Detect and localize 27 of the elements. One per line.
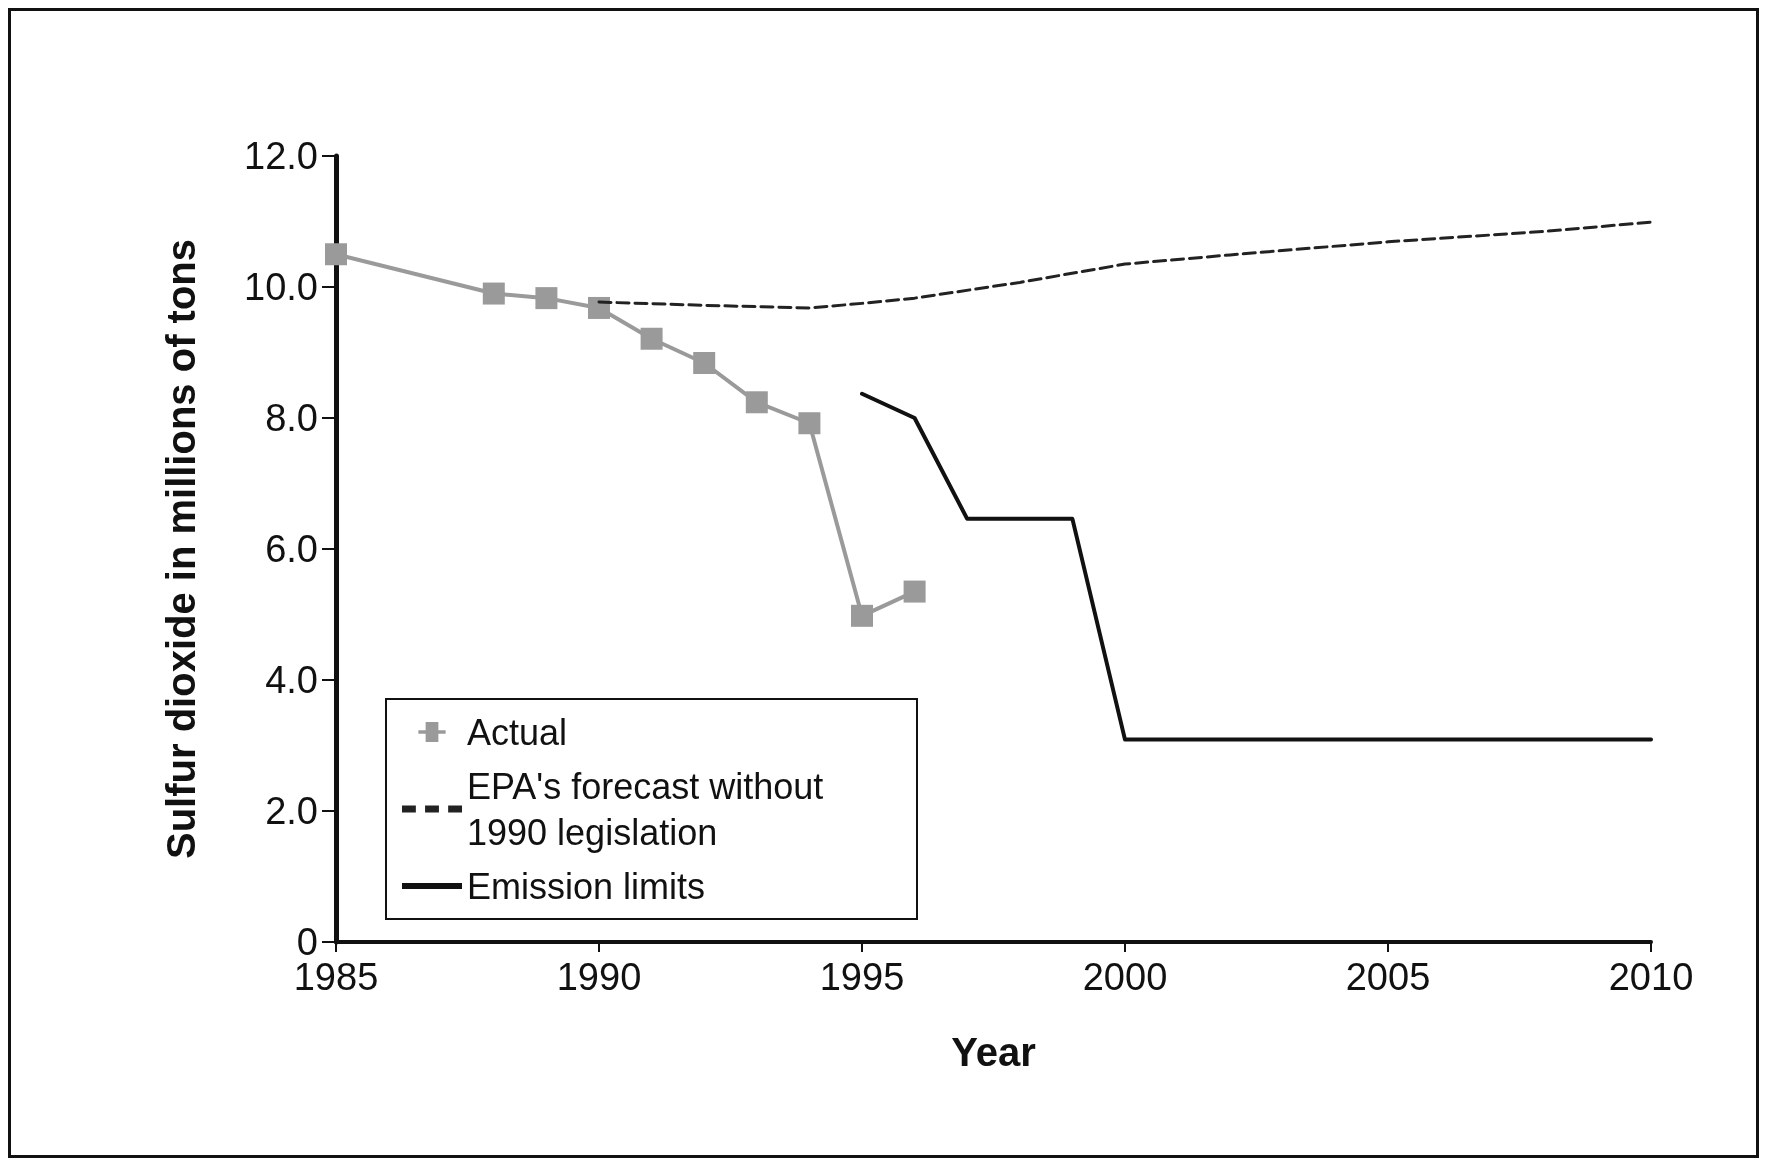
y-axis-title: Sulfur dioxide in millions of tons bbox=[159, 239, 203, 859]
x-axis-title: Year bbox=[951, 1030, 1036, 1074]
y-tick-label: 8.0 bbox=[265, 397, 318, 439]
x-tick-label: 2005 bbox=[1345, 956, 1431, 998]
legend-label: Emission limits bbox=[467, 865, 706, 907]
line-series bbox=[860, 391, 1653, 742]
point bbox=[325, 243, 347, 266]
point bbox=[588, 296, 610, 319]
point bbox=[640, 327, 663, 350]
legend-label: EPA's forecast without 1990 legislation bbox=[467, 765, 834, 853]
legend-label: Actual bbox=[467, 711, 568, 753]
point bbox=[798, 412, 821, 435]
point bbox=[693, 351, 716, 374]
x-tick-label: 2010 bbox=[1608, 956, 1694, 998]
y-tick-label: 4.0 bbox=[265, 659, 318, 701]
x-tick-label: 1995 bbox=[819, 956, 905, 998]
y-tick-label: 12.0 bbox=[244, 135, 318, 177]
point bbox=[535, 287, 558, 310]
y-tick-label: 6.0 bbox=[265, 528, 318, 570]
x-tick-label: 1990 bbox=[556, 956, 642, 998]
point bbox=[903, 580, 926, 603]
y-tick-label: 10.0 bbox=[244, 266, 318, 308]
point bbox=[482, 282, 505, 305]
x-tick-label: 2000 bbox=[1082, 956, 1168, 998]
y-tick-label: 2.0 bbox=[265, 790, 318, 832]
point bbox=[745, 391, 768, 414]
point bbox=[851, 604, 873, 627]
